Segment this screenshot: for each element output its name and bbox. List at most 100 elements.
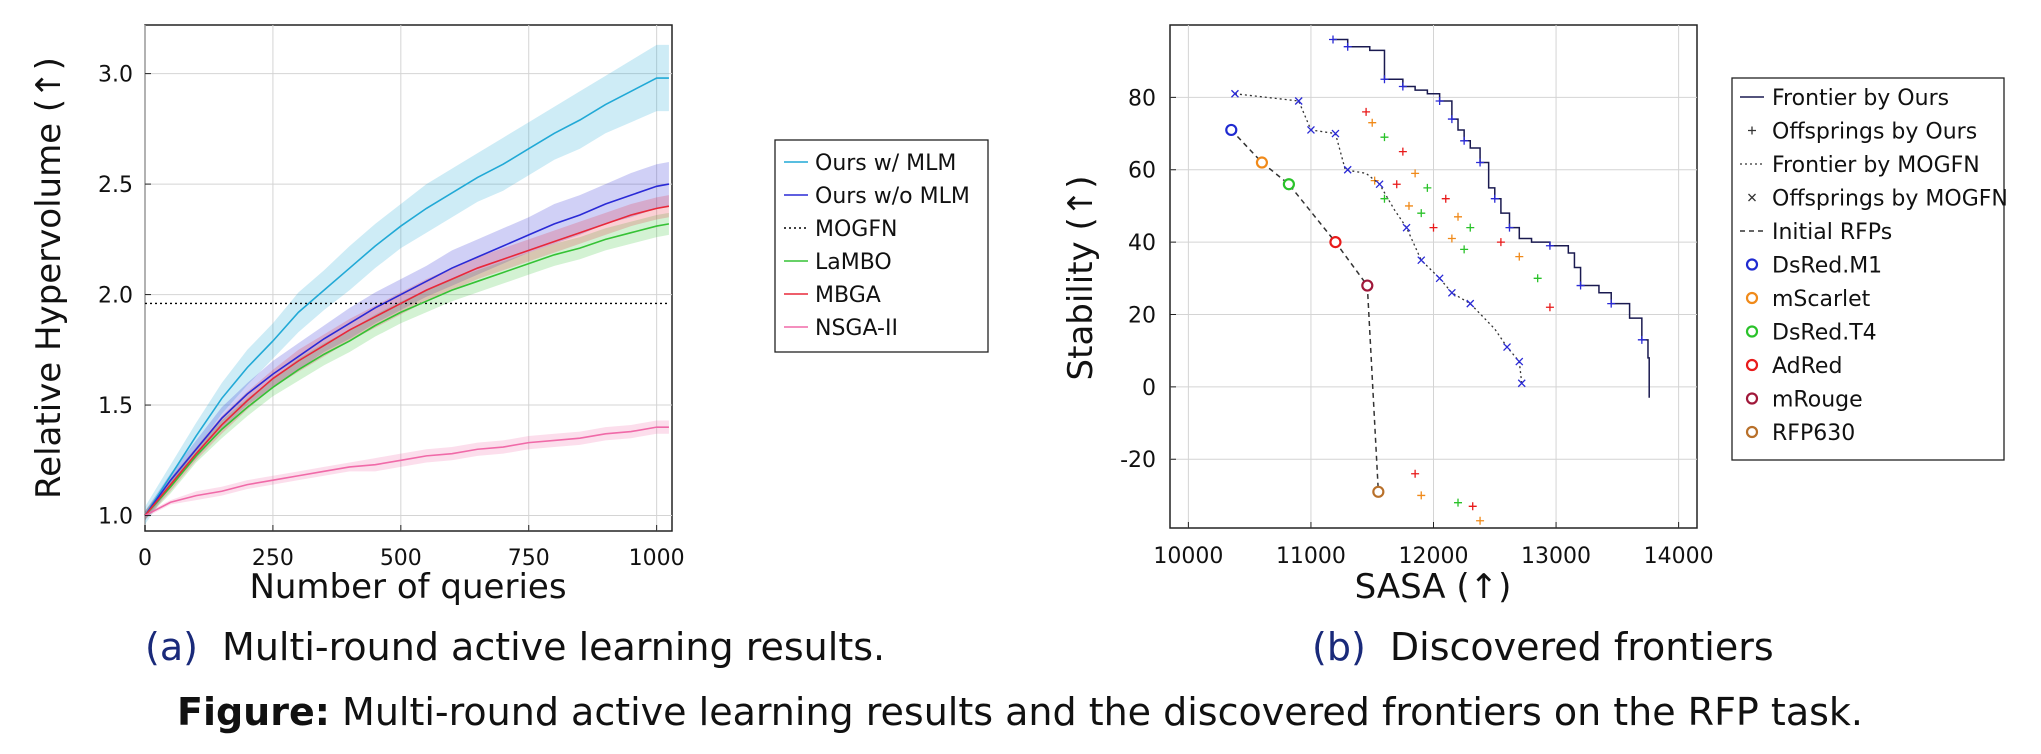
panel-b-label: (b) — [1312, 625, 1366, 669]
panel-b-offspring-ours-point — [1380, 75, 1389, 84]
panel-a-legend-items: Ours w/ MLM Ours w/o MLM MOGFN LaMBO MBGA NSG… — [784, 151, 970, 341]
panel-a-legend-label: MOGFN — [815, 217, 897, 242]
panel-a-label: (a) — [145, 625, 198, 669]
panel-b-offspring-mogfn-point — [1294, 97, 1303, 105]
figure-caption-text: Multi-round active learning results and … — [342, 690, 1863, 734]
panel-b-legend-label: mRouge — [1772, 388, 1863, 413]
panel-b-offspring-ours-point — [1447, 234, 1456, 243]
panel-a-band-1 — [145, 161, 669, 520]
panel-b-ytick-label: -20 — [1120, 448, 1156, 473]
panel-b-offspring-mogfn-point — [1375, 180, 1384, 189]
figure-caption-bold: Figure: — [177, 690, 330, 734]
panel-b-rfp-point — [1372, 485, 1385, 498]
panel-b-legend-label: DsRed.T4 — [1772, 321, 1877, 346]
panel-b-offspring-ours-point — [1411, 169, 1420, 178]
panel-a-legend-label: Ours w/ MLM — [815, 151, 956, 176]
panel-b-offspring-ours-point — [1637, 335, 1646, 344]
panel-a-legend-label: MBGA — [815, 283, 881, 308]
panel-a-xtick-label: 250 — [252, 546, 294, 571]
panel-a-legend: Ours w/ MLM Ours w/o MLM MOGFN LaMBO MBGA NSG… — [774, 139, 989, 353]
panel-b-offspring-mogfn-point — [1417, 256, 1426, 265]
panel-b-offspring-ours-point — [1392, 180, 1401, 189]
panel-b-subcaption: (b) Discovered frontiers — [1312, 625, 1774, 669]
panel-b-offspring-ours-point — [1423, 183, 1432, 192]
panel-a-series-line-0 — [144, 77, 669, 516]
panel-b-legend-label: DsRed.M1 — [1772, 254, 1882, 279]
panel-b-rfp-point — [1361, 279, 1374, 292]
panel-b-offspring-mogfn-point — [1402, 223, 1411, 232]
panel-a-lines — [144, 77, 670, 517]
panel-b-xtick-label: 13000 — [1521, 544, 1591, 569]
panel-a-ylabel: Relative Hypervolume (↑) — [29, 57, 69, 499]
panel-a-xlabel: Number of queries — [249, 567, 566, 607]
panel-b-offspring-ours-point — [1368, 118, 1377, 127]
panel-b-offspring-ours-point — [1576, 281, 1585, 290]
panel-b-offspring-ours-point — [1533, 274, 1542, 283]
panel-b-ytick-label: 40 — [1128, 231, 1156, 256]
panel-a-legend-box — [774, 139, 989, 353]
panel-b-offspring-ours-point — [1460, 136, 1469, 145]
panel-b-offspring-ours-point — [1454, 498, 1463, 507]
panel-a-ticks: 0 250 500 750 1000 1.0 1.5 2.0 2.5 3.0 — [98, 63, 685, 571]
panel-b-legend-label: AdRed — [1772, 354, 1842, 379]
panel-a-legend-label: Ours w/o MLM — [815, 184, 970, 209]
panel-a-ytick-label: 1.5 — [98, 394, 133, 419]
panel-b-offspring-mogfn-point — [1447, 288, 1456, 297]
panel-b-offspring-ours-point — [1545, 241, 1554, 250]
panel-a-xtick-label: 500 — [380, 546, 422, 571]
panel-b-caption: Discovered frontiers — [1390, 625, 1774, 669]
panel-b-offspring-ours-point — [1380, 194, 1389, 203]
panel-b-legend-swatch — [1745, 358, 1759, 372]
panel-b-offspring-mogfn-point — [1343, 165, 1352, 174]
panel-b-offspring-mogfn-point — [1306, 125, 1315, 134]
panel-a-grid — [144, 25, 672, 531]
panel-b-chart: 10000 11000 12000 13000 14000 -20 0 20 40 60 80 SA… — [1061, 24, 2008, 669]
panel-b-legend-label: RFP630 — [1772, 421, 1855, 446]
panel-b-offspring-ours-point — [1398, 82, 1407, 91]
panel-b-marks — [1225, 35, 1650, 525]
panel-b-offspring-ours-point — [1380, 133, 1389, 142]
panel-a-plot-frame — [144, 24, 673, 532]
panel-b-offspring-ours-point — [1460, 245, 1469, 254]
panel-b-rfp-point — [1225, 123, 1238, 137]
panel-b-offspring-ours-point — [1435, 96, 1444, 105]
panel-b-ytick-label: 80 — [1128, 86, 1156, 111]
panel-a-ytick-label: 3.0 — [98, 63, 133, 88]
panel-b-legend-swatch — [1745, 291, 1759, 305]
panel-a-ytick-label: 2.5 — [98, 173, 133, 198]
panel-b-frontier-mogfn — [1234, 93, 1523, 384]
panel-b-offspring-ours-point — [1468, 502, 1477, 511]
panel-b-rfp-point — [1329, 236, 1342, 249]
panel-b-offspring-ours-point — [1545, 303, 1554, 312]
panel-a-ytick-label: 2.0 — [98, 284, 133, 309]
panel-b-offspring-ours-point — [1411, 469, 1420, 478]
panel-b-offspring-ours-point — [1441, 194, 1450, 203]
panel-a-legend-label: NSGA-II — [815, 316, 898, 341]
panel-b-legend-swatch — [1748, 126, 1756, 135]
panel-b-initial-rfps-line — [1230, 129, 1380, 492]
panel-b-rfp-point — [1282, 178, 1295, 191]
panel-b-rfp-point — [1255, 156, 1269, 169]
panel-b-legend: Frontier by Ours Offsprings by Ours Fronti… — [1731, 77, 2008, 461]
panel-b-offspring-ours-point — [1404, 201, 1413, 210]
figure-caption: Figure: Multi-round active learning resu… — [177, 690, 1863, 734]
panel-b-ytick-label: 60 — [1128, 159, 1156, 184]
panel-a-series-line-3 — [144, 223, 670, 517]
panel-a-bands — [145, 44, 669, 525]
panel-b-offspring-ours-point — [1343, 42, 1352, 51]
panel-b-grid — [1170, 25, 1697, 528]
panel-b-offspring-ours-point — [1429, 223, 1438, 232]
panel-b-offspring-ours-point — [1362, 107, 1371, 116]
panel-b-offspring-mogfn-point — [1435, 274, 1444, 283]
panel-b-legend-items: Frontier by Ours Offsprings by Ours Fronti… — [1740, 86, 2008, 446]
panel-b-ticks: 10000 11000 12000 13000 14000 -20 0 20 40 60 80 — [1120, 86, 1714, 569]
panel-a-caption: Multi-round active learning results. — [222, 625, 885, 669]
panel-b-offspring-mogfn-point — [1515, 357, 1524, 366]
panel-a-series-line-4 — [144, 205, 670, 517]
panel-a-subcaption: (a) Multi-round active learning results. — [145, 625, 885, 669]
panel-b-legend-swatch — [1745, 325, 1759, 338]
panel-a-band-5 — [145, 420, 669, 518]
panel-b-offspring-ours-point — [1329, 35, 1337, 44]
panel-b-offspring-ours-point — [1417, 209, 1426, 218]
